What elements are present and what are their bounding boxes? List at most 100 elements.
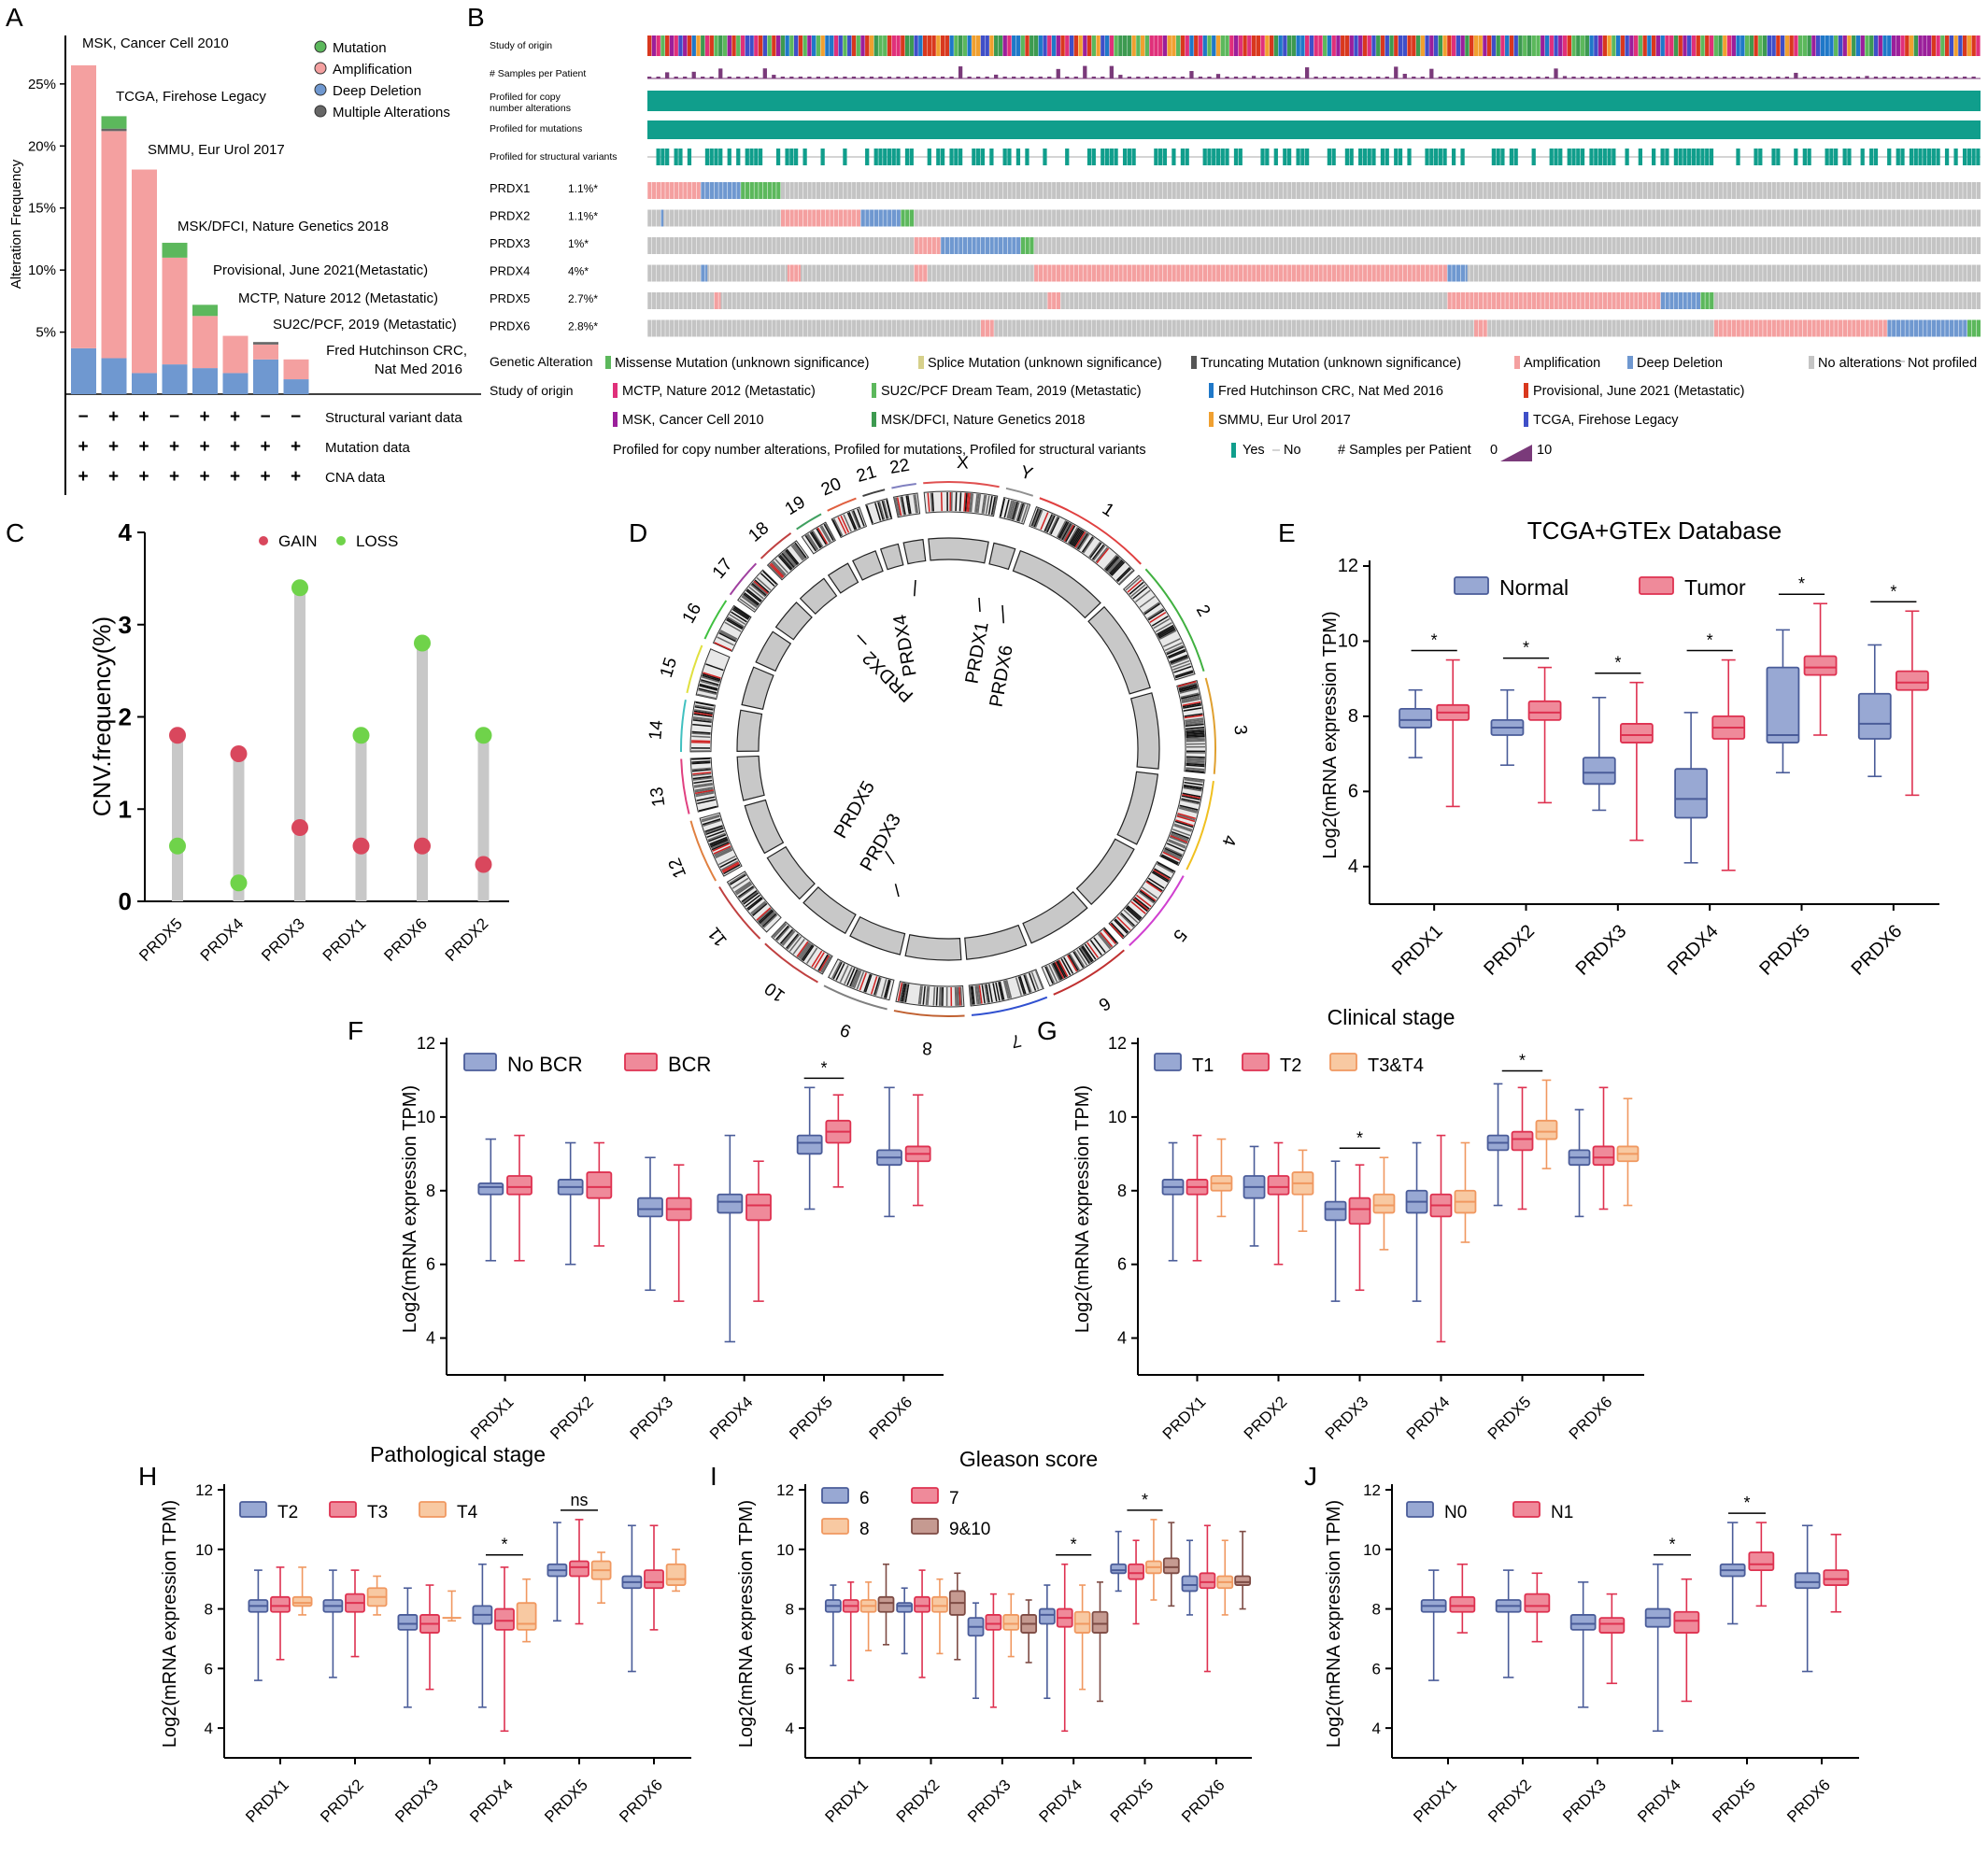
study-cell — [1878, 35, 1882, 56]
sv-cell — [1180, 149, 1186, 165]
ideogram-band — [809, 531, 821, 549]
study-cell — [1354, 35, 1358, 56]
study-cell — [1286, 35, 1292, 56]
box — [1162, 1557, 1180, 1575]
inner-track — [799, 577, 838, 616]
y-tick-label: 12 — [1338, 556, 1358, 576]
ideogram-band — [1178, 682, 1197, 689]
ideogram-band — [1186, 762, 1205, 766]
samples-bar — [940, 77, 945, 78]
ideogram-band — [1163, 849, 1182, 858]
ideogram-band — [1153, 869, 1171, 881]
x-tick-label: PRDX4 — [1035, 1776, 1086, 1826]
study-cell — [1296, 35, 1300, 56]
samples-bar — [1731, 77, 1736, 78]
row-sign: + — [138, 437, 149, 457]
study-label: MSK, Cancer Cell 2010 — [82, 35, 229, 51]
chromosome-arc — [893, 1010, 965, 1017]
panel-letter-i: I — [710, 1462, 717, 1491]
row-sign: − — [78, 407, 88, 427]
legend-label: Mutation — [333, 40, 387, 56]
sv-cell — [1327, 149, 1332, 165]
ideogram-band — [835, 963, 845, 981]
samples-bar — [1589, 77, 1594, 78]
study-cell — [816, 35, 821, 56]
study-cell — [701, 35, 705, 56]
ideogram-band — [831, 519, 843, 537]
ideogram-band — [1006, 500, 1013, 519]
legend-swatch — [1512, 1501, 1541, 1518]
samples-bar — [754, 77, 759, 78]
sv-cell — [1304, 149, 1310, 165]
row-sign: − — [291, 407, 301, 427]
samples-bar — [1180, 77, 1186, 78]
ideogram-band — [964, 492, 968, 512]
gene-alteration — [740, 182, 781, 199]
ideogram-band — [1186, 738, 1205, 742]
ideogram-band — [1151, 871, 1169, 883]
sv-cell — [1496, 149, 1500, 165]
study-cell — [1309, 35, 1314, 56]
ideogram-band — [722, 862, 740, 873]
ideogram-band — [1135, 894, 1152, 908]
ideogram-band — [1110, 922, 1125, 938]
y-tick-label: 4 — [205, 1720, 213, 1737]
samples-bar — [1269, 77, 1274, 78]
row-sign: + — [78, 467, 88, 487]
sv-cell — [1300, 149, 1305, 165]
study-label: SU2C/PCF, 2019 (Metastatic) — [273, 317, 457, 333]
bar-segment — [71, 347, 96, 394]
ideogram-band — [694, 787, 714, 793]
ideogram-band — [796, 941, 809, 957]
loss-point — [230, 874, 248, 892]
panel-title: Clinical stage — [1328, 1005, 1456, 1029]
ideogram-band — [1056, 520, 1067, 538]
sv-cell — [758, 149, 763, 165]
study-cell — [922, 35, 928, 56]
inner-track — [964, 924, 1028, 960]
y-axis-title: Log2(mRNA expression TPM) — [160, 1500, 180, 1748]
ideogram-band — [726, 618, 744, 630]
ideogram-band — [691, 767, 711, 771]
study-cell — [1091, 35, 1097, 56]
study-cell — [1642, 35, 1647, 56]
sv-cell — [1665, 149, 1669, 165]
gene-pct: 1.1%* — [568, 210, 598, 223]
ideogram-band — [1164, 847, 1183, 857]
ideogram-band — [969, 493, 973, 513]
ideogram-band — [699, 683, 718, 690]
chromosome-label: 12 — [665, 855, 691, 881]
ideogram-band — [712, 842, 731, 852]
ideogram-band — [1063, 956, 1074, 974]
ideogram-band — [756, 577, 772, 591]
chromosome-label: X — [957, 453, 970, 474]
ideogram-band — [846, 512, 856, 531]
ideogram-band — [711, 840, 730, 849]
sv-cell — [878, 149, 883, 165]
study-cell — [1652, 35, 1656, 56]
ideogram-band — [802, 944, 815, 962]
gene-pointer — [885, 850, 895, 865]
study-cell — [1767, 35, 1772, 56]
samples-bar — [1296, 77, 1300, 78]
study-cell — [918, 35, 923, 56]
sv-cell — [1122, 149, 1128, 165]
study-cell — [1487, 35, 1492, 56]
sv-cell — [958, 149, 963, 165]
gene-alteration — [1473, 319, 1488, 337]
ideogram-band — [1147, 609, 1165, 621]
legend-swatch — [918, 356, 924, 369]
row-sign: + — [230, 467, 240, 487]
ideogram-band — [1052, 962, 1062, 981]
samples-bar — [1304, 67, 1310, 78]
study-cell — [1918, 35, 1923, 56]
ideogram-band — [1170, 835, 1188, 843]
study-cell — [1158, 35, 1163, 56]
chromosome-arc — [760, 532, 792, 559]
ideogram-band — [1017, 976, 1026, 995]
study-cell — [1855, 35, 1861, 56]
study-cell — [1860, 35, 1865, 56]
chromosome-arc — [680, 758, 690, 814]
samples-bar — [1544, 77, 1550, 78]
sv-cell — [1509, 149, 1514, 165]
